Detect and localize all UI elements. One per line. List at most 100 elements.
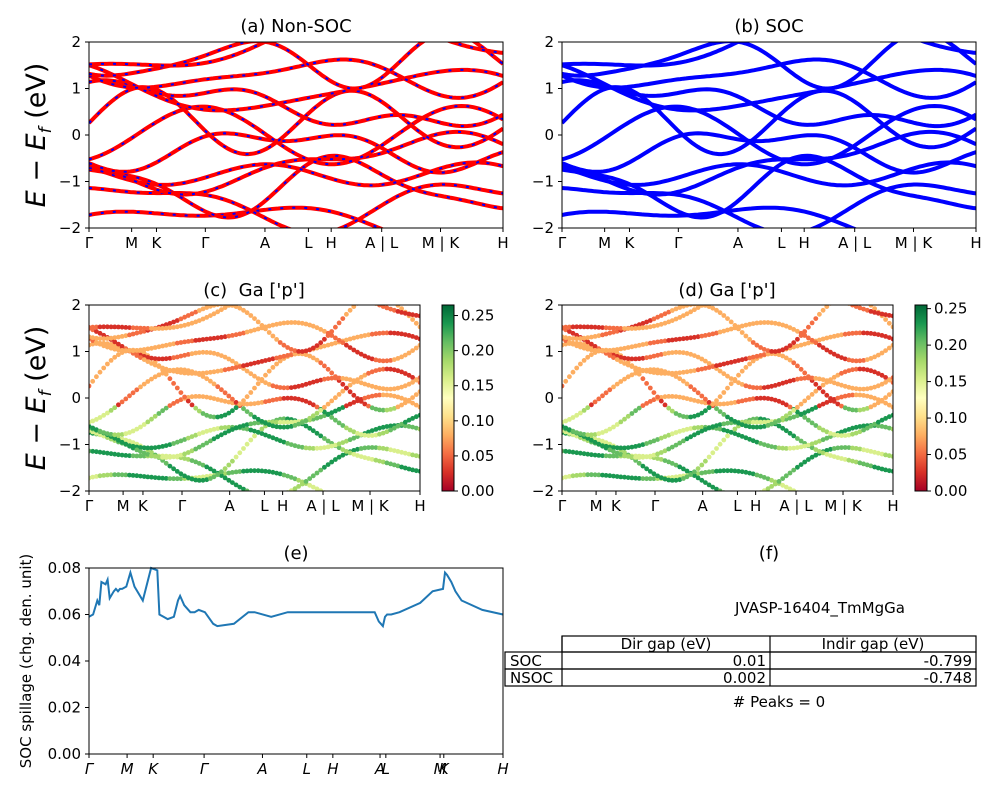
panel-c-point — [127, 438, 132, 444]
panel-d-point — [706, 405, 712, 411]
panel-c-point — [119, 344, 125, 349]
panel-c-point — [362, 381, 368, 387]
panel-c-point — [392, 506, 397, 511]
panel-c-point — [303, 445, 309, 451]
panel-d-point — [809, 441, 815, 447]
panel-c-point — [270, 419, 276, 425]
panel-d-point — [703, 358, 708, 364]
panel-b-band-line — [562, 63, 976, 113]
panel-c-point — [388, 407, 393, 412]
panel-d-point — [754, 424, 760, 430]
panel-c-point — [255, 429, 261, 435]
panel-c-point — [326, 279, 331, 284]
panel-d-point — [791, 433, 797, 439]
panel-c-xtick-label: H — [414, 497, 425, 515]
panel-c-point — [222, 334, 228, 340]
panel-c-point — [90, 335, 96, 341]
panel-d-point — [578, 344, 583, 350]
panel-d-point — [761, 475, 767, 480]
panel-c-point — [145, 346, 151, 352]
panel-c-point — [152, 454, 158, 459]
panel-c-point — [160, 455, 166, 460]
panel-d-point — [743, 469, 749, 475]
panel-d-point — [673, 430, 679, 435]
panel-c-point — [204, 370, 210, 376]
panel-d-point — [772, 397, 778, 403]
panel-c-point — [310, 379, 316, 385]
panel-d-point — [853, 446, 859, 451]
panel-a-xtick-label: K — [152, 234, 163, 252]
panel-b-xtick-label: M — [598, 234, 611, 252]
panel-d-point — [828, 396, 833, 401]
panel-d-point — [647, 469, 653, 474]
panel-d-point — [640, 463, 646, 469]
panel-d-point — [813, 423, 819, 428]
panel-d-point — [574, 336, 580, 342]
panel-c-point — [336, 420, 342, 426]
panel-c-point — [178, 316, 184, 322]
panel-c-point — [116, 472, 121, 478]
colorbar-c-tick-label: 0.05 — [461, 447, 494, 465]
panel-c-point — [399, 310, 404, 315]
panel-d-point — [850, 385, 855, 391]
panel-c-point — [270, 397, 276, 403]
panel-d-point — [813, 316, 819, 321]
panel-d-point — [603, 348, 609, 354]
panel-c-point — [406, 424, 412, 429]
table-header-indir: Indir gap (eV) — [822, 635, 925, 653]
panel-d-point — [725, 468, 730, 474]
panel-c-point — [244, 362, 250, 368]
panel-c-xtick-label: M — [117, 497, 130, 515]
panel-d-point — [578, 472, 583, 478]
panel-c-point — [244, 394, 250, 400]
panel-c-point — [413, 335, 419, 340]
panel-c-point — [149, 355, 154, 361]
panel-c-point — [196, 308, 202, 313]
panel-d-point — [589, 402, 594, 408]
table-row-nsoc-label: NSOC — [510, 669, 553, 687]
panel-d-point — [618, 326, 624, 331]
panel-c-point — [94, 340, 99, 345]
panel-c-point — [388, 507, 393, 512]
panel-d-point — [692, 368, 697, 373]
panel-d-point — [791, 467, 797, 473]
panel-c-point — [391, 386, 397, 392]
panel-d-point — [574, 324, 580, 330]
panel-c-point — [119, 452, 125, 458]
panel-d-point — [780, 482, 786, 488]
panel-c-point — [211, 396, 217, 401]
panel-d-point — [765, 443, 771, 449]
panel-d-point — [614, 445, 620, 451]
panel-d-point — [703, 470, 708, 475]
panel-c-point — [340, 376, 346, 381]
panel-c-point — [215, 368, 221, 374]
panel-c-point — [152, 374, 158, 380]
panel-d-point — [883, 467, 888, 473]
panel-d-point — [846, 368, 852, 373]
table-row-nsoc-indir: -0.748 — [924, 669, 972, 687]
panel-d-point — [820, 427, 826, 433]
panel-d-point — [596, 441, 602, 447]
panel-d-point — [839, 394, 844, 400]
panel-b-band-line — [562, 103, 976, 167]
panel-c-point — [112, 339, 118, 345]
panel-c-point — [196, 461, 202, 466]
panel-c-point — [402, 423, 408, 429]
panel-d-xtick-label: K — [611, 497, 622, 515]
panel-d-point — [787, 357, 793, 363]
panel-c-point — [369, 428, 375, 433]
panel-c-point — [281, 472, 287, 478]
panel-d-point — [798, 412, 804, 417]
panel-d-point — [596, 348, 602, 353]
panel-c-point — [384, 429, 390, 435]
panel-d-point — [658, 395, 664, 400]
panel-d-point — [703, 427, 708, 432]
panel-c-point — [388, 297, 393, 302]
panel-d-point — [596, 333, 602, 339]
panel-d-point — [791, 377, 797, 383]
panel-c-point — [270, 356, 276, 362]
panel-d-point — [666, 459, 672, 465]
panel-d-point — [614, 381, 620, 387]
panel-d-point — [736, 420, 741, 426]
panel-c-point — [230, 305, 235, 308]
